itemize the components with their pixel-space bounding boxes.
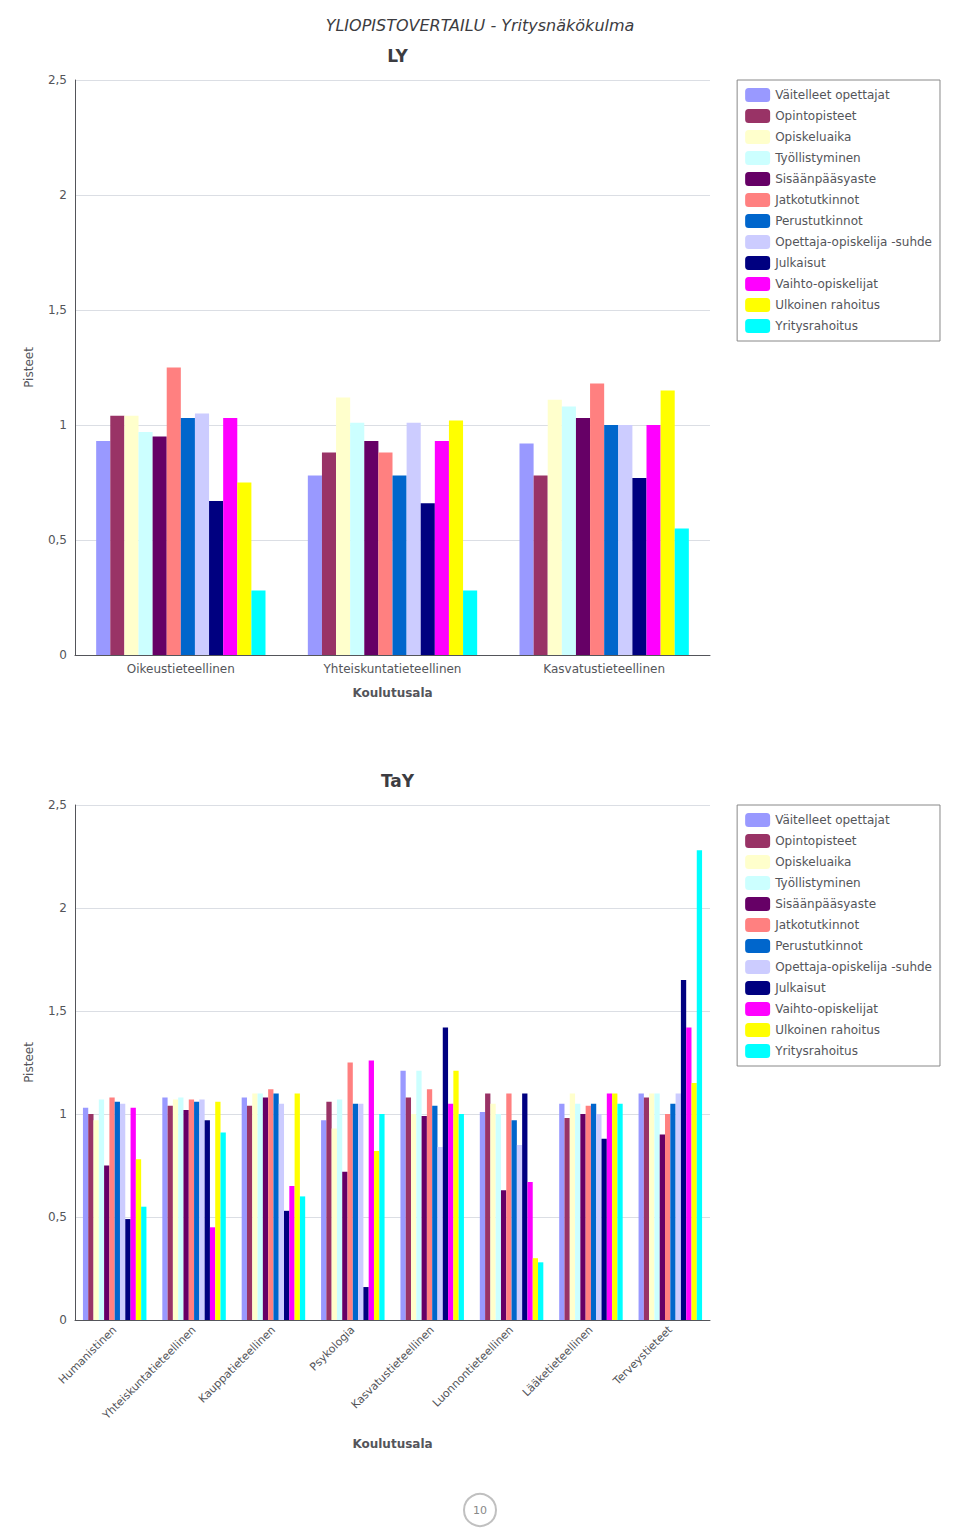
svg-text:Lääketieteellinen: Lääketieteellinen [520, 1323, 596, 1399]
svg-text:Vaihto-opiskelijat: Vaihto-opiskelijat [775, 1002, 878, 1016]
svg-text:Ulkoinen rahoitus: Ulkoinen rahoitus [775, 1023, 880, 1037]
svg-text:Oikeustieteellinen: Oikeustieteellinen [127, 662, 235, 676]
svg-text:1,5: 1,5 [48, 1004, 67, 1018]
svg-text:TaY: TaY [381, 771, 415, 791]
svg-text:Kasvatustieteellinen: Kasvatustieteellinen [349, 1323, 437, 1411]
svg-text:2,5: 2,5 [48, 73, 67, 87]
svg-text:YLIOPISTOVERTAILU - Yritysnäkö: YLIOPISTOVERTAILU - Yritysnäkökulma [326, 16, 635, 35]
svg-text:Luonnontieteellinen: Luonnontieteellinen [430, 1323, 516, 1409]
svg-text:Opiskeluaika: Opiskeluaika [775, 855, 851, 869]
svg-text:Perustutkinnot: Perustutkinnot [775, 214, 863, 228]
svg-text:Julkaisut: Julkaisut [774, 256, 826, 270]
svg-text:Ulkoinen rahoitus: Ulkoinen rahoitus [775, 298, 880, 312]
svg-text:2: 2 [59, 901, 67, 915]
svg-text:Työllistyminen: Työllistyminen [774, 151, 861, 165]
svg-text:Jatkotutkinnot: Jatkotutkinnot [774, 918, 859, 932]
svg-text:1: 1 [59, 1107, 67, 1121]
svg-text:Opettaja-opiskelija -suhde: Opettaja-opiskelija -suhde [775, 960, 932, 974]
svg-text:Opettaja-opiskelija -suhde: Opettaja-opiskelija -suhde [775, 235, 932, 249]
svg-text:Jatkotutkinnot: Jatkotutkinnot [774, 193, 859, 207]
svg-text:Koulutusala: Koulutusala [352, 686, 432, 700]
svg-text:2: 2 [59, 188, 67, 202]
svg-text:Opiskeluaika: Opiskeluaika [775, 130, 851, 144]
svg-text:1: 1 [59, 418, 67, 432]
svg-text:2,5: 2,5 [48, 798, 67, 812]
svg-text:Opintopisteet: Opintopisteet [775, 109, 857, 123]
svg-text:Työllistyminen: Työllistyminen [774, 876, 861, 890]
svg-text:Opintopisteet: Opintopisteet [775, 834, 857, 848]
svg-text:Väitelleet opettajat: Väitelleet opettajat [775, 88, 890, 102]
svg-text:Yritysrahoitus: Yritysrahoitus [774, 319, 858, 333]
svg-text:LY: LY [387, 46, 408, 66]
svg-text:Humanistinen: Humanistinen [56, 1323, 119, 1386]
svg-text:Vaihto-opiskelijat: Vaihto-opiskelijat [775, 277, 878, 291]
svg-text:Väitelleet opettajat: Väitelleet opettajat [775, 813, 890, 827]
svg-text:Koulutusala: Koulutusala [352, 1437, 432, 1451]
svg-text:Yhteiskuntatieteellinen: Yhteiskuntatieteellinen [323, 662, 462, 676]
svg-text:Terveystieteet: Terveystieteet [610, 1323, 675, 1388]
svg-text:0,5: 0,5 [48, 1210, 67, 1224]
svg-text:0: 0 [59, 1313, 67, 1327]
svg-text:Psykologia: Psykologia [307, 1323, 357, 1373]
svg-text:Julkaisut: Julkaisut [774, 981, 826, 995]
svg-text:Perustutkinnot: Perustutkinnot [775, 939, 863, 953]
svg-text:Pisteet: Pisteet [22, 1042, 36, 1083]
svg-text:0: 0 [59, 648, 67, 662]
svg-text:10: 10 [473, 1504, 487, 1517]
svg-text:Pisteet: Pisteet [22, 347, 36, 388]
svg-text:1,5: 1,5 [48, 303, 67, 317]
svg-text:Kauppatieteellinen: Kauppatieteellinen [196, 1323, 278, 1405]
svg-text:Sisäänpääsyaste: Sisäänpääsyaste [775, 172, 876, 186]
svg-text:Yritysrahoitus: Yritysrahoitus [774, 1044, 858, 1058]
svg-text:Sisäänpääsyaste: Sisäänpääsyaste [775, 897, 876, 911]
svg-text:0,5: 0,5 [48, 533, 67, 547]
svg-text:Kasvatustieteellinen: Kasvatustieteellinen [543, 662, 665, 676]
svg-text:Yhteiskuntatieteellinen: Yhteiskuntatieteellinen [99, 1323, 198, 1422]
